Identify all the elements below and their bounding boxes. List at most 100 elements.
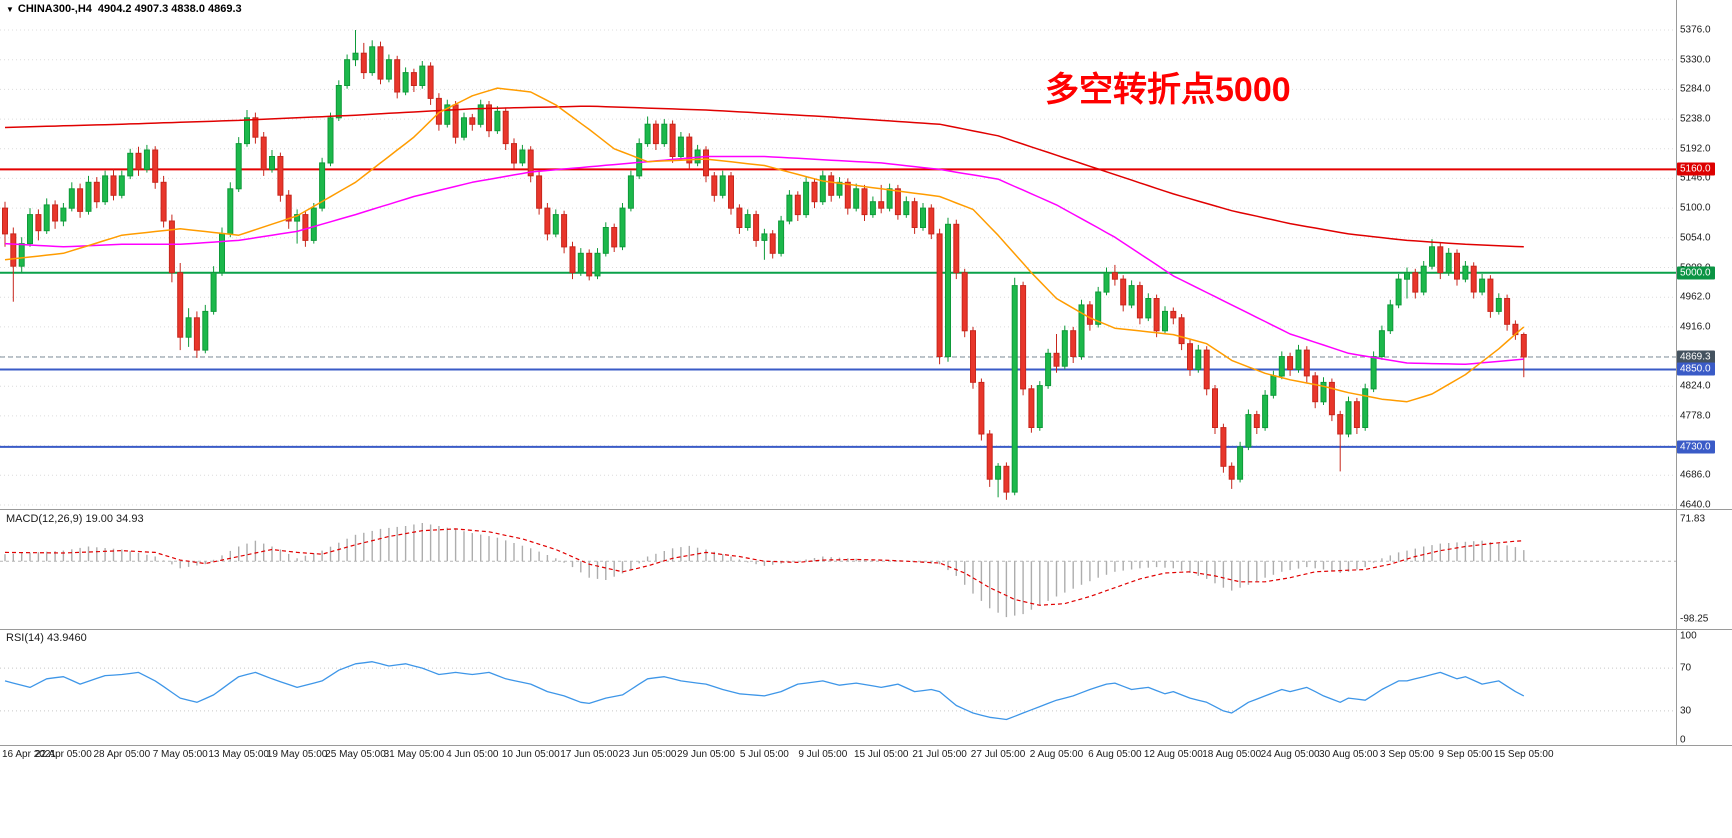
- candle-body: [168, 220, 175, 274]
- candle-body: [85, 181, 92, 212]
- candle-body: [778, 220, 785, 254]
- candle-body: [185, 317, 192, 338]
- candle-body: [310, 207, 317, 241]
- price-tick-label: 5238.0: [1680, 113, 1711, 125]
- time-axis-label: 25 May 05:00: [325, 749, 386, 760]
- price-level-badge: 5000.0: [1677, 266, 1715, 280]
- candle-body: [1220, 427, 1227, 467]
- ma-long-red[interactable]: [4, 105, 1524, 248]
- candle-body: [1303, 349, 1310, 377]
- candle-body: [1404, 272, 1410, 280]
- time-axis-label: 27 Jul 05:00: [970, 749, 1026, 760]
- candle-body: [569, 246, 576, 274]
- candle-body: [928, 207, 935, 235]
- candle-body: [544, 207, 551, 235]
- candle-body: [1162, 310, 1168, 332]
- time-axis-label: 19 May 05:00: [266, 749, 328, 760]
- candle-body: [1111, 272, 1118, 280]
- candle-body: [677, 136, 684, 158]
- candle-body: [1128, 285, 1135, 306]
- candle-body: [602, 227, 609, 254]
- rsi-indicator-label: RSI(14) 43.9460: [6, 632, 87, 644]
- candle-body: [652, 123, 659, 145]
- candle-body: [1287, 356, 1294, 371]
- candle-body: [486, 104, 492, 132]
- candle-body: [819, 175, 826, 203]
- candle-body: [878, 201, 885, 209]
- price-level-badge: 4850.0: [1677, 362, 1715, 376]
- symbol-dropdown-arrow-icon[interactable]: ▼: [6, 5, 14, 14]
- candle-body: [970, 330, 976, 383]
- candle-body: [102, 175, 109, 203]
- candle-body: [552, 214, 559, 235]
- candle-body: [135, 152, 142, 170]
- candle-body: [1320, 381, 1327, 403]
- time-axis-label: 4 Jun 05:00: [446, 749, 499, 760]
- candle-body: [410, 72, 417, 86]
- candle-body: [377, 46, 384, 80]
- candle-body: [669, 123, 676, 157]
- candle-body: [1412, 272, 1419, 293]
- price-tick-label: 5284.0: [1680, 83, 1711, 95]
- candle-body: [945, 223, 951, 358]
- candle-body: [1479, 278, 1486, 293]
- time-axis-label: 10 Jun 05:00: [501, 749, 560, 760]
- macd-tick-label: 71.83: [1680, 513, 1706, 525]
- price-tick-label: 4916.0: [1680, 321, 1711, 333]
- candle-body: [1036, 385, 1043, 429]
- candle-body: [995, 465, 1002, 480]
- time-axis-label: 2 Aug 05:00: [1029, 749, 1084, 760]
- candle-body: [627, 175, 634, 209]
- candle-body: [1095, 291, 1102, 325]
- candle-body: [711, 175, 718, 196]
- ma-fast-orange[interactable]: [4, 87, 1525, 403]
- candle-body: [27, 214, 33, 245]
- candle-body: [786, 194, 793, 222]
- price-tick-label: 4686.0: [1680, 469, 1711, 481]
- candle-body: [1020, 285, 1027, 390]
- candle-body: [986, 433, 993, 480]
- rsi-tick-label: 30: [1680, 705, 1692, 717]
- price-level-badge: 5160.0: [1677, 162, 1715, 176]
- candle-body: [10, 233, 17, 267]
- candle-body: [903, 201, 910, 216]
- candle-body: [811, 181, 818, 203]
- candle-body: [911, 201, 918, 228]
- time-axis-label: 15 Sep 05:00: [1494, 749, 1554, 760]
- ma-mid-magenta[interactable]: [4, 155, 1524, 366]
- candle-body: [527, 149, 534, 177]
- candle-body: [853, 188, 860, 209]
- candle-body: [1203, 349, 1210, 390]
- candle-body: [394, 59, 401, 93]
- candle-body: [210, 272, 217, 312]
- candle-body: [794, 194, 801, 216]
- candle-body: [1070, 330, 1077, 358]
- time-axis-label: 15 Jul 05:00: [853, 749, 909, 760]
- time-axis-label: 30 Aug 05:00: [1319, 749, 1379, 760]
- candle-body: [894, 188, 901, 216]
- candle-body: [260, 136, 267, 170]
- price-tick-label: 5100.0: [1680, 202, 1711, 214]
- price-tick-label: 4962.0: [1680, 291, 1711, 303]
- macd-indicator-label: MACD(12,26,9) 19.00 34.93: [6, 513, 144, 525]
- candle-body: [319, 162, 326, 209]
- candle-body: [219, 233, 225, 274]
- candle-body: [1228, 465, 1235, 480]
- candle-body: [1011, 285, 1018, 493]
- time-axis-label: 12 Aug 05:00: [1143, 749, 1203, 760]
- time-axis-label: 22 Apr 05:00: [35, 749, 92, 760]
- candle-body: [269, 156, 275, 170]
- macd-signal-line[interactable]: [4, 528, 1524, 606]
- time-axis-label: 18 Aug 05:00: [1202, 749, 1262, 760]
- price-tick-label: 4640.0: [1680, 499, 1711, 511]
- candle-body: [160, 181, 167, 222]
- candle-body: [686, 136, 693, 164]
- rsi-line[interactable]: [4, 661, 1525, 721]
- time-axis-label: 21 Jul 05:00: [912, 749, 967, 760]
- candle-body: [152, 149, 159, 183]
- candle-body: [177, 272, 184, 338]
- macd-tick-label: -98.25: [1680, 613, 1709, 625]
- candle-body: [1061, 330, 1068, 367]
